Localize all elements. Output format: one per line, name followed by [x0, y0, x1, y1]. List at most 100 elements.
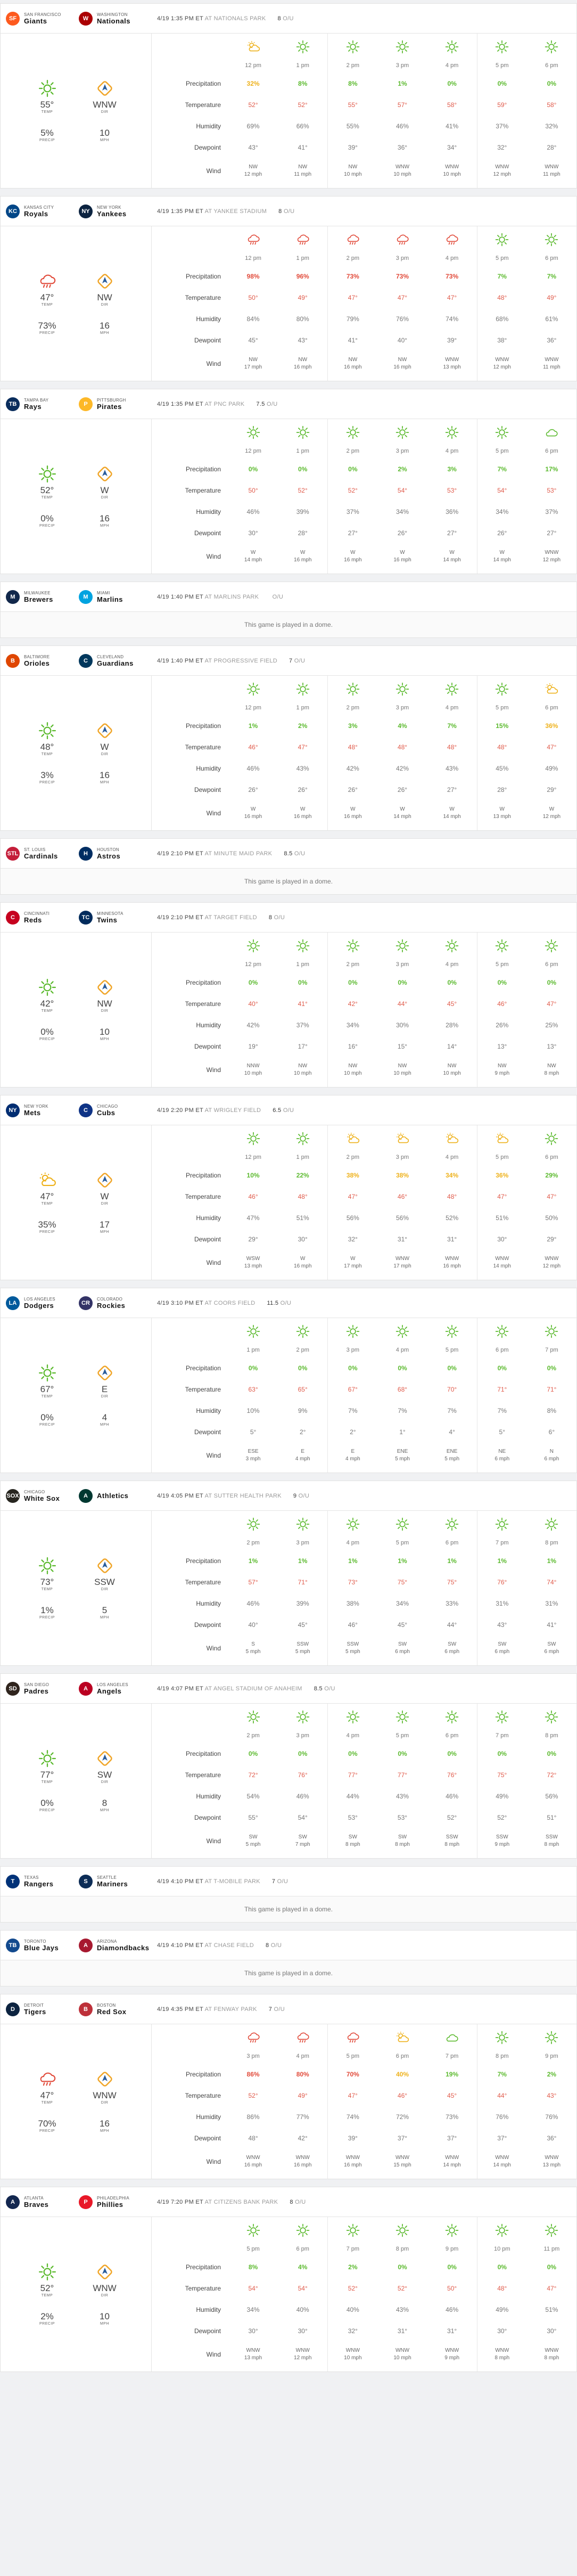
summary-dir-label: DIR: [101, 110, 109, 114]
stadium-name[interactable]: TARGET FIELD: [213, 914, 257, 921]
hour-column: 2 pm 73% 47° 79% 41° NW 16 mph: [327, 226, 377, 381]
stadium-name[interactable]: CITIZENS BANK PARK: [213, 2198, 278, 2205]
stadium-name[interactable]: SUTTER HEALTH PARK: [213, 1492, 282, 1499]
game-header: LA Los Angeles Dodgers CR Colorado Rockies 4/1…: [1, 1288, 576, 1318]
game-card: C Cincinnati Reds TC Minnesota Twins 4/19 2:10…: [0, 902, 577, 1087]
precip-label: Precipitation: [185, 465, 221, 473]
hour-dewpoint: 28°: [497, 786, 507, 794]
stadium-name[interactable]: COORS FIELD: [213, 1299, 255, 1306]
away-team[interactable]: A Atlanta Braves: [6, 2195, 79, 2209]
hour-column: 6 pm 29% 47° 50% 29° WNW 12 mph: [527, 1125, 576, 1280]
hour-wind-dir: WNW: [495, 2348, 509, 2353]
home-team[interactable]: H Houston Astros: [79, 846, 152, 861]
away-team[interactable]: SF San Francisco Giants: [6, 11, 79, 26]
hour-precip: 2%: [547, 2071, 557, 2078]
stadium-name[interactable]: FENWAY PARK: [213, 2006, 257, 2013]
hour-time: 3 pm: [395, 961, 409, 968]
hour-dewpoint: 40°: [397, 337, 408, 344]
hour-temp: 48°: [397, 743, 408, 751]
over-under-unit: O/U: [272, 2006, 285, 2013]
hour-wind-speed: 5 mph: [345, 1649, 360, 1655]
humidity-label: Humidity: [196, 2306, 221, 2313]
summary-dir-label: DIR: [101, 1009, 109, 1013]
stadium-name[interactable]: YANKEE STADIUM: [213, 208, 267, 215]
hour-sun-icon: [395, 40, 409, 54]
stadium-name[interactable]: MINUTE MAID PARK: [213, 850, 273, 857]
hour-column: 12 pm 0% 50° 46% 30° W 14 mph: [228, 419, 278, 574]
stadium-name[interactable]: PNC PARK: [213, 400, 245, 407]
home-team[interactable]: S Seattle Mariners: [79, 1874, 152, 1888]
hour-dewpoint: 32°: [497, 144, 507, 151]
hour-precip: 0%: [298, 1364, 308, 1372]
hour-wind-speed: 14 mph: [493, 557, 511, 563]
away-team-name: Cardinals: [24, 852, 58, 860]
home-team[interactable]: C Cleveland Guardians: [79, 653, 152, 668]
hour-wind-dir: SW: [348, 1834, 357, 1840]
summary-temp: 55°: [40, 100, 54, 110]
stadium-name[interactable]: NATIONALS PARK: [213, 15, 266, 22]
stadium-at: AT: [204, 1492, 214, 1499]
home-team[interactable]: W Washington Nationals: [79, 11, 152, 26]
home-team[interactable]: A Arizona Diamondbacks: [79, 1938, 152, 1952]
away-team[interactable]: KC Kansas City Royals: [6, 204, 79, 218]
home-team[interactable]: NY New York Yankees: [79, 204, 152, 218]
summary-temp-label: TEMP: [41, 1780, 53, 1784]
away-team[interactable]: B Baltimore Orioles: [6, 653, 79, 668]
over-under-value: 7: [289, 657, 293, 664]
away-team[interactable]: SOX Chicago White Sox: [6, 1489, 79, 1503]
hour-precip: 7%: [447, 722, 457, 730]
away-team-city: San Francisco: [24, 12, 61, 17]
hour-wind-dir: WNW: [445, 1256, 459, 1262]
away-team[interactable]: STL St. Louis Cardinals: [6, 846, 79, 861]
stadium-name[interactable]: ANGEL STADIUM OF ANAHEIM: [213, 1685, 302, 1692]
hour-sun-icon: [395, 426, 409, 439]
hour-wind-dir: W: [449, 550, 455, 555]
hour-wind-dir: WNW: [495, 164, 509, 170]
stadium-name[interactable]: CHASE FIELD: [213, 1942, 254, 1949]
away-team[interactable]: NY New York Mets: [6, 1103, 79, 1117]
game-header: TB Toronto Blue Jays A Arizona Diamondbacks 4/…: [1, 1931, 576, 1960]
stadium-name[interactable]: MARLINS PARK: [213, 593, 259, 600]
away-team[interactable]: TB Tampa Bay Rays: [6, 397, 79, 411]
hour-wind: W 14 mph: [244, 544, 262, 569]
home-team[interactable]: P Philadelphia Phillies: [79, 2195, 152, 2209]
home-team[interactable]: B Boston Red Sox: [79, 2002, 152, 2016]
away-team[interactable]: LA Los Angeles Dodgers: [6, 1296, 79, 1310]
hour-wind-dir: SW: [547, 1641, 556, 1647]
hour-time: 12 pm: [245, 255, 261, 261]
summary-wind-speed: 4: [102, 1412, 108, 1422]
home-team[interactable]: M Miami Marlins: [79, 590, 152, 604]
away-team[interactable]: M Milwaukee Brewers: [6, 590, 79, 604]
home-team[interactable]: A Athletics: [79, 1489, 152, 1503]
home-team[interactable]: P Pittsburgh Pirates: [79, 397, 152, 411]
away-team[interactable]: C Cincinnati Reds: [6, 910, 79, 925]
home-team-name: Athletics: [97, 1492, 129, 1500]
away-team[interactable]: TB Toronto Blue Jays: [6, 1938, 79, 1952]
wind-label: Wind: [206, 360, 221, 367]
stadium-name[interactable]: PROGRESSIVE FIELD: [213, 657, 278, 664]
humidity-label: Humidity: [196, 1407, 221, 1414]
hour-wind-speed: 11 mph: [294, 171, 312, 177]
hour-precip: 0%: [547, 979, 557, 986]
hour-wind-speed: 13 mph: [443, 364, 461, 370]
hour-wind: NW 10 mph: [294, 1057, 311, 1083]
home-team[interactable]: C Chicago Cubs: [79, 1103, 152, 1117]
home-team[interactable]: A Los Angeles Angels: [79, 1681, 152, 1696]
dome-notice: This game is played in a dome.: [1, 1960, 576, 1986]
hour-humidity: 46%: [446, 1793, 459, 1800]
stadium-name[interactable]: WRIGLEY FIELD: [213, 1107, 261, 1114]
hour-precip: 4%: [298, 2263, 308, 2271]
away-team[interactable]: T Texas Rangers: [6, 1874, 79, 1888]
away-team[interactable]: D Detroit Tigers: [6, 2002, 79, 2016]
home-team[interactable]: TC Minnesota Twins: [79, 910, 152, 925]
hour-wind-dir: NW: [348, 164, 358, 170]
away-team[interactable]: SD San Diego Padres: [6, 1681, 79, 1696]
hour-temp: 57°: [397, 101, 408, 109]
hour-wind: NW 10 mph: [443, 1057, 460, 1083]
hour-wind-dir: WNW: [495, 1256, 509, 1262]
summary-mph-label: MPH: [100, 781, 110, 784]
stadium-name[interactable]: T-MOBILE PARK: [213, 1878, 260, 1885]
hour-temp: 52°: [248, 2092, 258, 2099]
home-team[interactable]: CR Colorado Rockies: [79, 1296, 152, 1310]
hour-wind-speed: 5 mph: [444, 1456, 460, 1462]
